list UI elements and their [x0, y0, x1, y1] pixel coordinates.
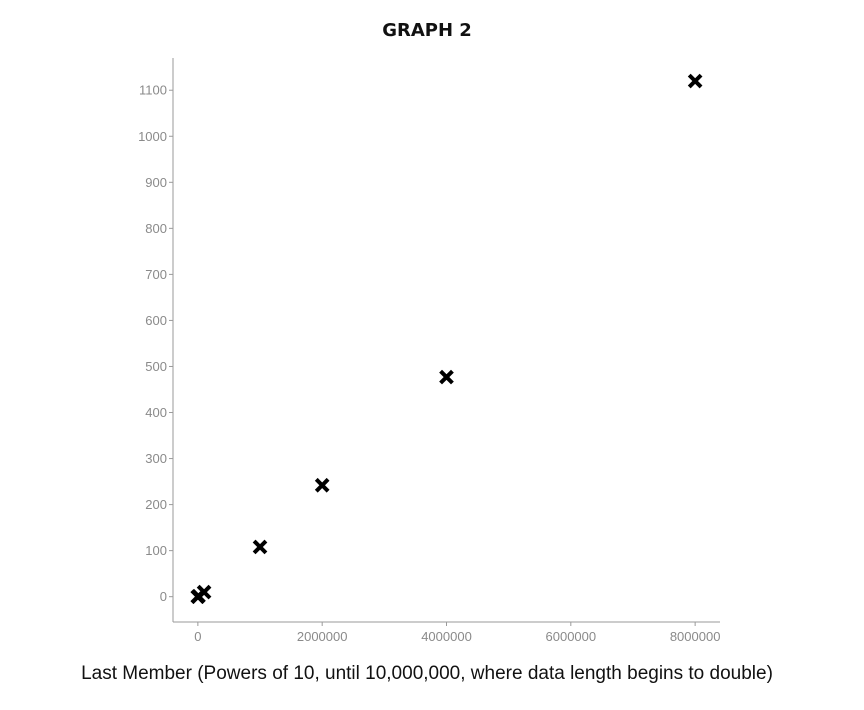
chart-title: GRAPH 2	[382, 20, 472, 41]
x-tick-label: 4000000	[421, 629, 472, 644]
data-point	[196, 584, 212, 600]
y-tick-label: 100	[145, 543, 167, 558]
data-point	[314, 477, 330, 493]
y-tick-label: 1100	[139, 83, 167, 98]
y-tick-label: 800	[145, 221, 167, 236]
data-point	[439, 369, 454, 385]
data-point	[252, 539, 268, 555]
x-tick-label: 2000000	[297, 629, 348, 644]
x-tick-label: 6000000	[546, 629, 597, 644]
data-point	[687, 73, 703, 89]
y-tick-label: 600	[145, 313, 167, 328]
y-tick-label: 900	[145, 175, 167, 190]
data-points	[190, 73, 703, 605]
y-tick-label: 0	[160, 589, 167, 604]
x-axis: 0 2000000 4000000 6000000 8000000	[194, 622, 720, 644]
x-tick-label: 0	[194, 629, 201, 644]
y-tick-label: 500	[145, 359, 167, 374]
y-tick-label: 400	[145, 405, 167, 420]
y-tick-label: 300	[145, 451, 167, 466]
y-tick-label: 700	[145, 267, 167, 282]
y-axis: 0 100 200 300 400 500 600 700 800 900 1000 1100	[138, 83, 173, 604]
x-axis-label: Last Member (Powers of 10, until 10,000,…	[81, 663, 773, 684]
x-tick-label: 8000000	[670, 629, 721, 644]
y-tick-label: 200	[145, 497, 167, 512]
y-tick-label: 1000	[138, 129, 167, 144]
